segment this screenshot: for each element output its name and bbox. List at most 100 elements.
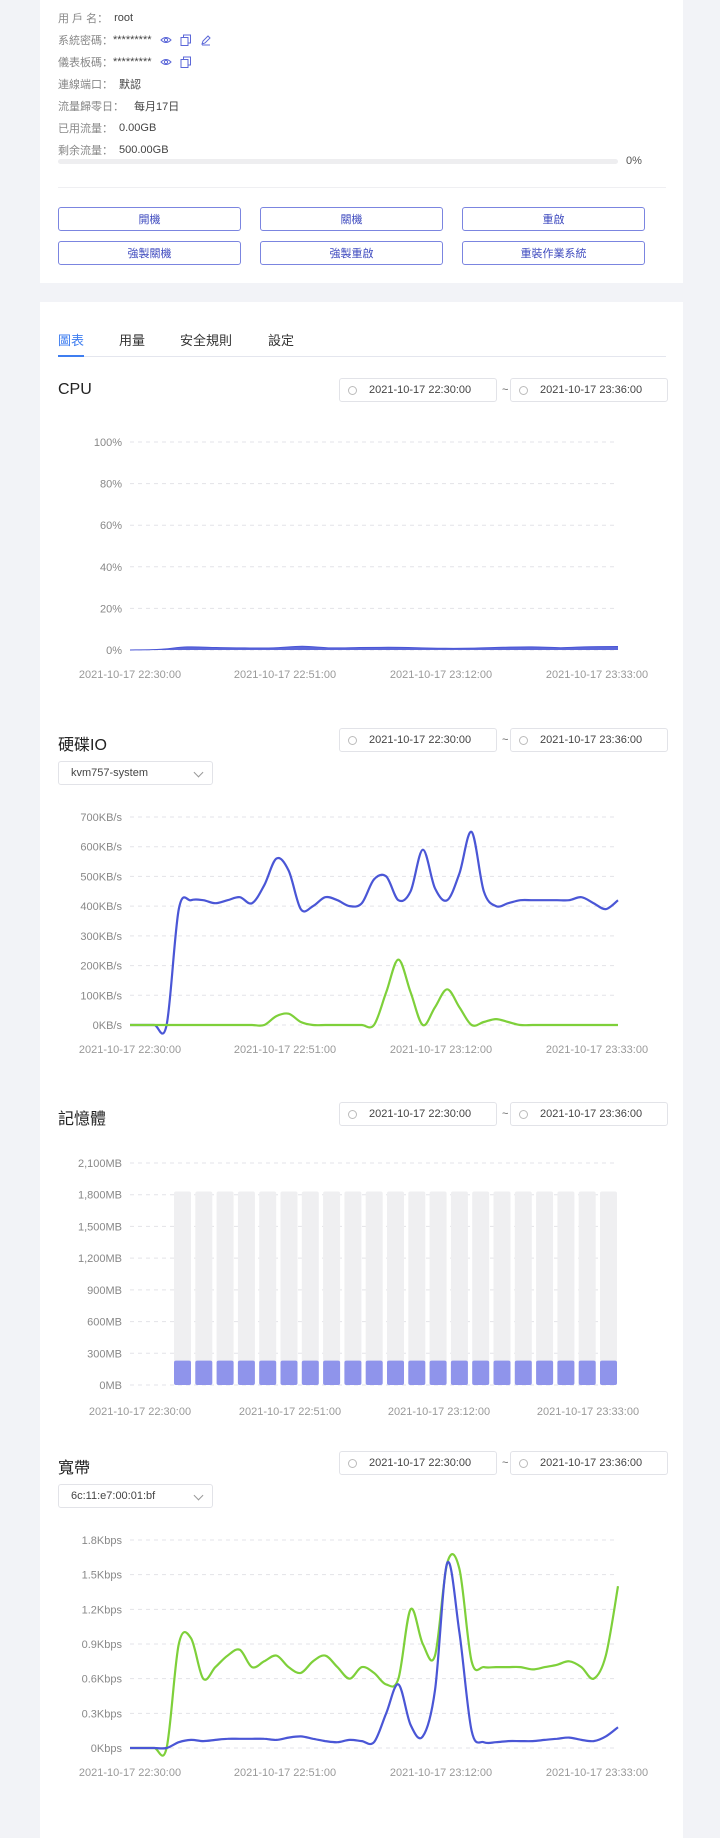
x-tick-label: 2021-10-17 22:30:00 [79, 1044, 181, 1056]
date-separator: ~ [502, 1457, 509, 1469]
power-on-button[interactable]: 開機 [58, 207, 241, 231]
memory-capacity-bar [301, 1191, 319, 1385]
memory-capacity-bar [408, 1191, 426, 1385]
tab-security-rules[interactable]: 安全規則 [180, 333, 233, 348]
x-tick-label: 2021-10-17 23:12:00 [390, 1044, 492, 1056]
memory-capacity-bar [429, 1191, 447, 1385]
system-password-label: 系統密碼： [58, 35, 113, 47]
eye-icon[interactable] [159, 34, 172, 46]
dashboard-password-row: 儀表板碼： ********* [58, 54, 192, 70]
memory-capacity-bar [365, 1191, 383, 1385]
y-tick-label: 0KB/s [93, 1020, 123, 1032]
disk-start-date[interactable]: 2021-10-17 22:30:00 [339, 728, 497, 752]
memory-capacity-bar [237, 1191, 255, 1385]
clock-icon [519, 385, 528, 395]
memory-capacity-bar [259, 1191, 277, 1385]
y-tick-label: 0MB [99, 1380, 122, 1392]
y-tick-label: 400KB/s [80, 901, 122, 913]
memory-used-bar [259, 1360, 277, 1385]
tab-settings[interactable]: 設定 [268, 333, 295, 348]
chevron-down-icon [193, 1490, 204, 1501]
tab-charts[interactable]: 圖表 [58, 333, 85, 348]
memory-capacity-bar [387, 1191, 404, 1385]
y-tick-label: 1.2Kbps [82, 1604, 123, 1616]
force-reboot-button[interactable]: 強製重啟 [260, 241, 443, 265]
port-row: 連線端口： 默認 [58, 76, 141, 92]
memory-used-bar [323, 1360, 341, 1385]
y-tick-label: 200KB/s [80, 961, 122, 973]
memory-start-date-text: 2021-10-17 22:30:00 [369, 1108, 472, 1120]
copy-icon[interactable] [180, 56, 192, 68]
y-tick-label: 1.8Kbps [82, 1535, 123, 1547]
y-tick-label: 0.9Kbps [82, 1639, 123, 1651]
memory-capacity-bar [174, 1191, 191, 1385]
used-traffic-label: 已用流量： [58, 123, 113, 135]
y-tick-label: 20% [100, 603, 122, 615]
traffic-percent: 0% [626, 155, 642, 167]
memory-capacity-bar [578, 1191, 596, 1385]
memory-used-bar [450, 1360, 468, 1385]
force-power-off-button[interactable]: 強製關機 [58, 241, 241, 265]
memory-used-bar [365, 1360, 383, 1385]
tab-bar: 圖表 用量 安全規則 設定 [58, 322, 666, 357]
reset-day-value: 每月17日 [134, 101, 180, 113]
memory-used-bar [514, 1360, 532, 1385]
server-info-card: 用 戶 名： root 系統密碼： ********* 儀表板碼： ******… [40, 0, 683, 283]
y-tick-label: 100% [94, 437, 122, 449]
power-off-button[interactable]: 關機 [260, 207, 443, 231]
tab-usage[interactable]: 用量 [119, 333, 146, 348]
reset-day-row: 流量歸零日： 每月17日 [58, 98, 179, 114]
y-tick-label: 700KB/s [80, 812, 122, 824]
memory-capacity-bar [493, 1191, 511, 1385]
cpu-start-date[interactable]: 2021-10-17 22:30:00 [339, 378, 497, 402]
edit-icon[interactable] [200, 34, 212, 46]
network-interface-select[interactable]: 6c:11:e7:00:01:bf [58, 1484, 213, 1508]
y-tick-label: 600MB [87, 1317, 122, 1329]
memory-start-date[interactable]: 2021-10-17 22:30:00 [339, 1102, 497, 1126]
reinstall-os-button[interactable]: 重裝作業系統 [462, 241, 645, 265]
memory-used-bar [344, 1360, 362, 1385]
x-tick-label: 2021-10-17 22:51:00 [234, 1767, 336, 1779]
y-tick-label: 300KB/s [80, 931, 122, 943]
port-label: 連線端口： [58, 79, 113, 91]
eye-icon[interactable] [159, 56, 172, 68]
disk-end-date[interactable]: 2021-10-17 23:36:00 [510, 728, 668, 752]
bandwidth-start-date[interactable]: 2021-10-17 22:30:00 [339, 1451, 497, 1475]
y-tick-label: 80% [100, 479, 122, 491]
dashboard-password-label: 儀表板碼： [58, 57, 113, 69]
clock-icon [519, 735, 528, 745]
disk-start-date-text: 2021-10-17 22:30:00 [369, 734, 472, 746]
divider [58, 187, 666, 188]
memory-end-date[interactable]: 2021-10-17 23:36:00 [510, 1102, 668, 1126]
system-password-row: 系統密碼： ********* [58, 32, 212, 48]
disk-device-select[interactable]: kvm757-system [58, 761, 213, 785]
username-label: 用 戶 名： [58, 13, 109, 25]
memory-used-bar [557, 1360, 575, 1385]
disk-device-select-value: kvm757-system [71, 767, 149, 779]
bandwidth-end-date-text: 2021-10-17 23:36:00 [540, 1457, 643, 1469]
series-area [130, 646, 618, 650]
y-tick-label: 1,800MB [78, 1190, 122, 1202]
y-tick-label: 0.3Kbps [82, 1708, 123, 1720]
dashboard-password-value: ********* [113, 56, 152, 68]
clock-icon [348, 1109, 357, 1119]
reboot-button[interactable]: 重啟 [462, 207, 645, 231]
clock-icon [348, 385, 357, 395]
y-tick-label: 1,200MB [78, 1253, 122, 1265]
copy-icon[interactable] [180, 34, 192, 46]
series-line [130, 1553, 620, 1757]
y-tick-label: 100KB/s [80, 990, 122, 1002]
x-tick-label: 2021-10-17 23:12:00 [390, 1767, 492, 1779]
bandwidth-end-date[interactable]: 2021-10-17 23:36:00 [510, 1451, 668, 1475]
username-row: 用 戶 名： root [58, 10, 133, 26]
series-line [130, 1560, 619, 1750]
y-tick-label: 40% [100, 562, 122, 574]
memory-used-bar [493, 1360, 511, 1385]
y-tick-label: 0% [106, 645, 122, 657]
y-tick-label: 500KB/s [80, 871, 122, 883]
memory-capacity-bar [536, 1191, 554, 1385]
cpu-end-date[interactable]: 2021-10-17 23:36:00 [510, 378, 668, 402]
traffic-progress-bar [58, 159, 618, 164]
chevron-down-icon [193, 767, 204, 778]
reset-day-label: 流量歸零日： [58, 101, 124, 113]
